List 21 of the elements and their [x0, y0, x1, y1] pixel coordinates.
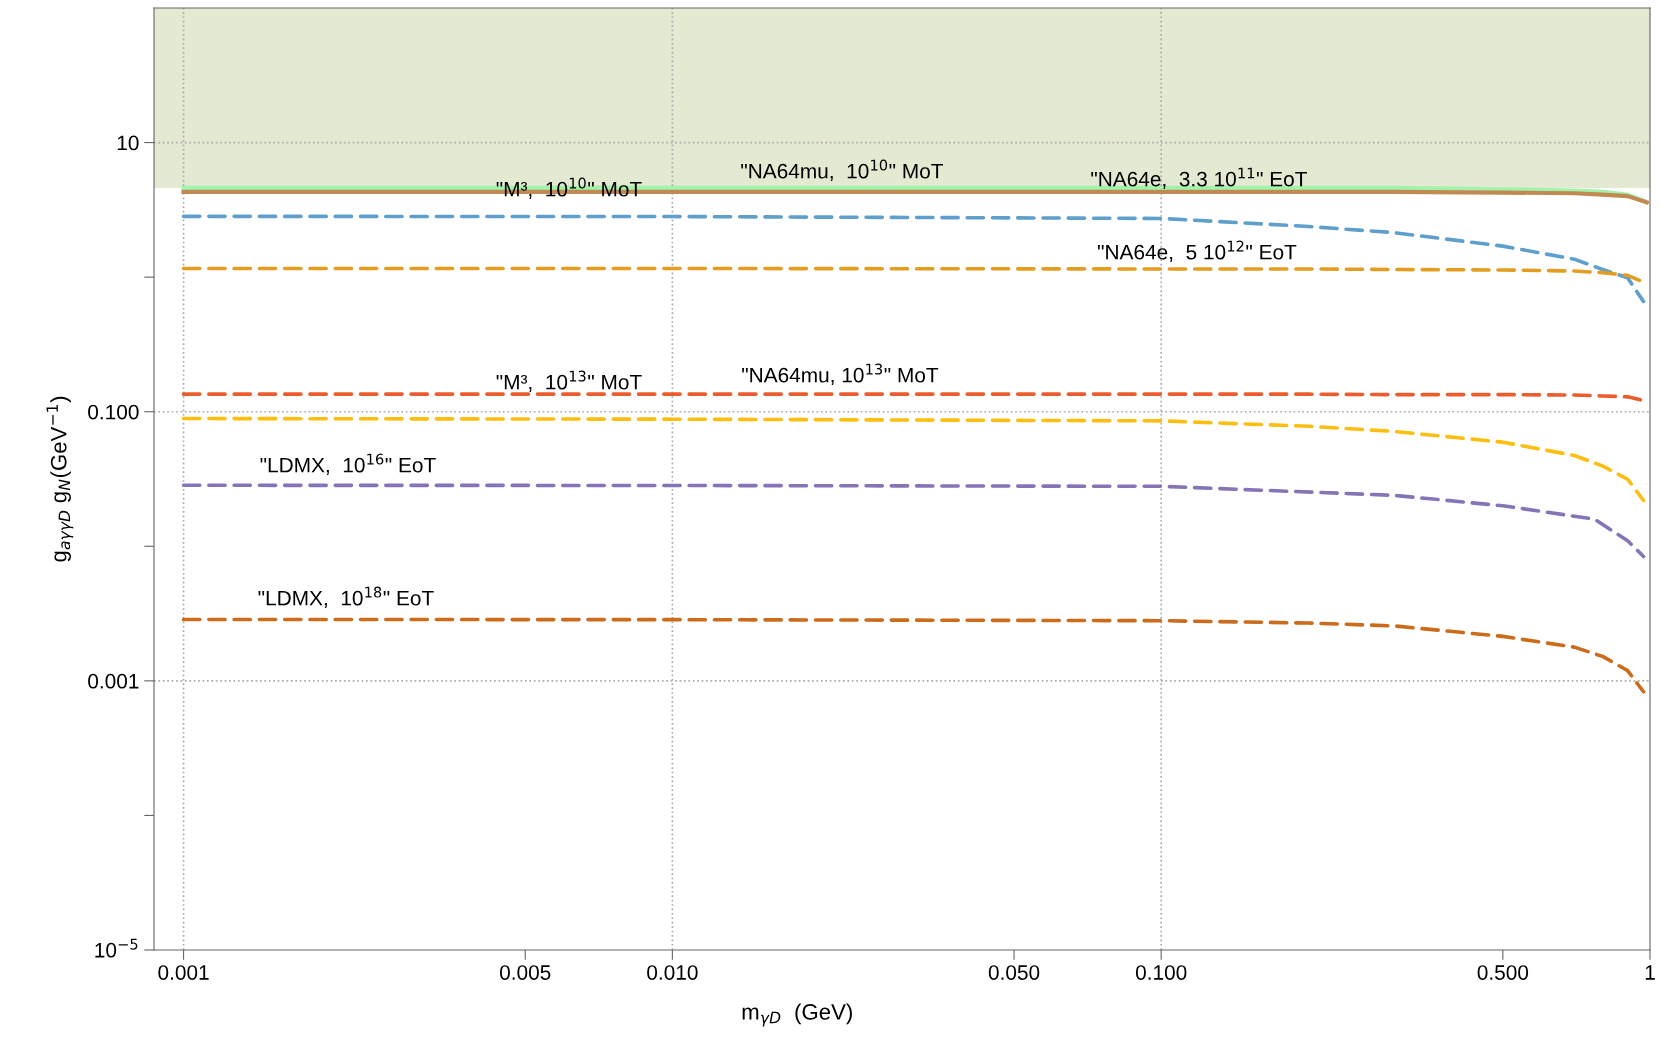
- y-tick-label: 0.001: [88, 673, 139, 689]
- annotation: "NA64e, 5 10$^{12}$" EoT: [1097, 240, 1297, 263]
- x-tick-label: 1: [1645, 965, 1655, 980]
- y-tick-label: 10$^{−5}$: [95, 938, 138, 958]
- x-tick-label: 0.100: [1135, 965, 1187, 980]
- y-tick-label: 10: [117, 135, 139, 151]
- x-axis-title: m$_{γD}$ (GeV): [742, 1003, 852, 1027]
- annotation: "LDMX, 10$^{18}$" EoT: [258, 586, 434, 609]
- x-tick-label: 0.005: [499, 965, 551, 980]
- annotation: "M³, 10$^{13}$" MoT: [496, 370, 642, 393]
- annotation: "M³, 10$^{10}$" MoT: [496, 177, 642, 200]
- annotation: "LDMX, 10$^{16}$" EoT: [260, 453, 436, 476]
- x-tick-label: 0.050: [988, 965, 1040, 980]
- y-tick-label: 0.100: [88, 404, 139, 420]
- x-tick-label: 0.001: [158, 965, 209, 980]
- x-tick-label: 0.500: [1477, 965, 1529, 980]
- y-axis-title: g$_{aγγD}$ g$_{N}$(GeV$^{−1}$): [46, 396, 74, 562]
- annotation: "NA64mu, 10$^{13}$" MoT: [742, 363, 939, 386]
- annotation: "NA64e, 3.3 10$^{11}$" EoT: [1091, 167, 1307, 189]
- x-tick-label: 0.010: [647, 965, 698, 980]
- annotation: "NA64mu, 10$^{10}$" MoT: [741, 159, 944, 182]
